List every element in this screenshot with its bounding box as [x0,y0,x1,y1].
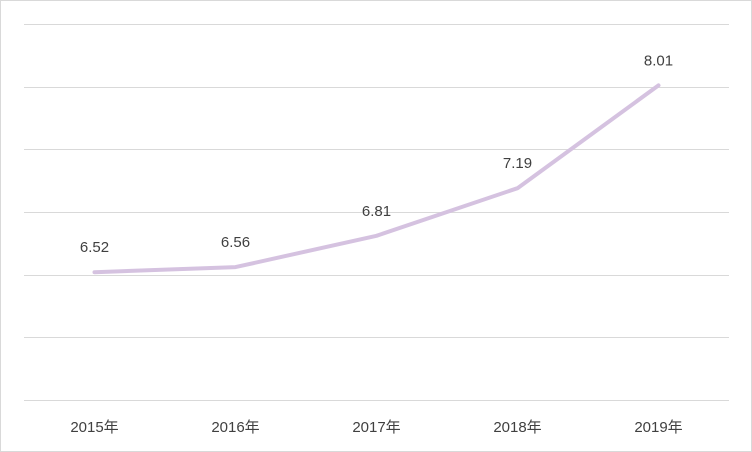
x-tick-label: 2016年 [211,419,259,436]
x-tick-label: 2019年 [634,419,682,436]
x-axis-tick-labels: 2015年 2016年 2017年 2018年 2019年 [70,419,682,436]
data-label: 6.52 [80,239,109,256]
series-line-0 [92,83,661,275]
data-label: 6.81 [362,203,391,220]
series-group [92,83,661,275]
x-tick-label: 2018年 [493,419,541,436]
gridlines [24,24,729,401]
x-tick-label: 2015年 [70,419,118,436]
data-label: 8.01 [644,52,673,69]
data-labels: 6.52 6.56 6.81 7.19 8.01 [80,52,673,256]
data-label: 7.19 [503,155,532,172]
data-label: 6.56 [221,234,250,251]
x-tick-label: 2017年 [352,419,400,436]
